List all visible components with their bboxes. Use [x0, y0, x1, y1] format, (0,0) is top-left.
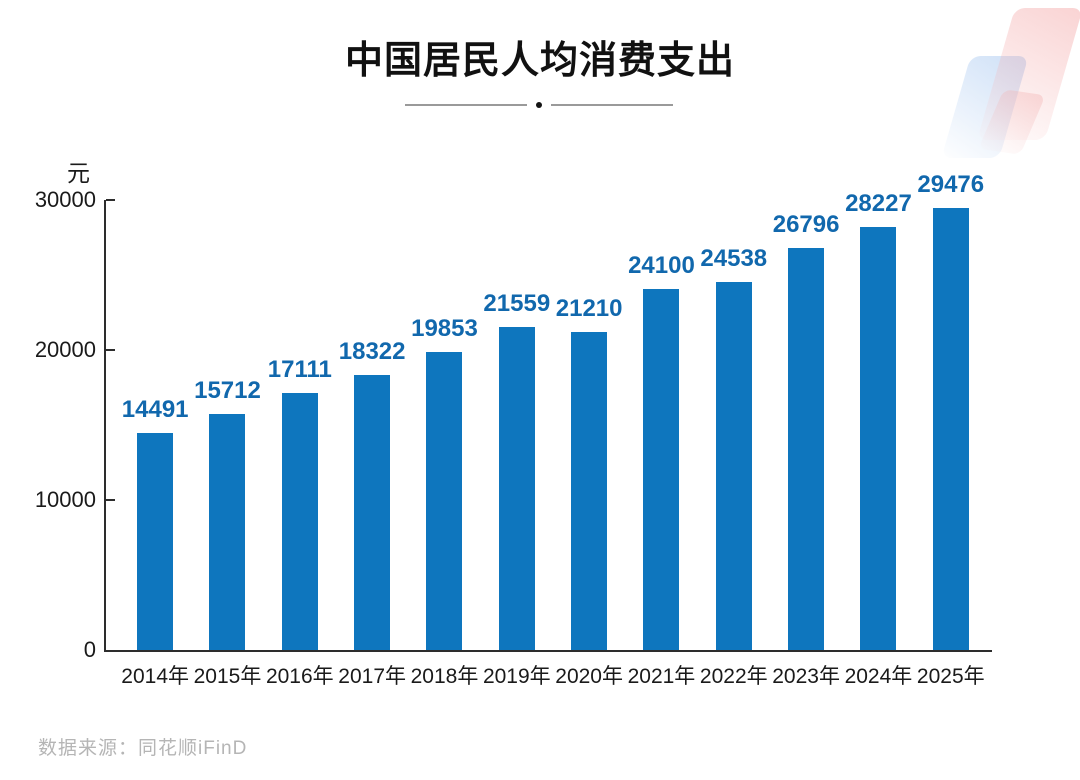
bars-container: 14491 15712 17111 18322 19853 21559 21210 24100… [119, 171, 987, 650]
y-tick-mark [106, 499, 115, 501]
x-tick-label: 2025年 [916, 665, 985, 688]
bar-group: 15712 [191, 200, 263, 650]
x-tick-label: 2014年 [121, 665, 190, 688]
y-axis-unit-label: 元 [67, 160, 90, 186]
y-tick-mark [106, 199, 115, 201]
bar-group: 19853 [408, 200, 480, 650]
bar-group: 28227 [842, 190, 914, 650]
bar-group: 14491 [119, 200, 191, 650]
bar-group: 17111 [264, 200, 336, 650]
bar-value-label: 15712 [194, 377, 261, 405]
bar-value-label: 24538 [700, 244, 768, 272]
y-tick-label: 30000 [34, 187, 96, 212]
bar-value-label: 18322 [338, 338, 406, 366]
x-tick-label: 2023年 [772, 665, 840, 688]
bar [932, 207, 969, 650]
y-tick-mark [106, 349, 115, 351]
y-tick-label: 20000 [34, 337, 96, 362]
bar [137, 432, 174, 650]
bar [788, 248, 825, 650]
bar-value-label: 14491 [121, 395, 189, 423]
y-tick-label: 10000 [34, 487, 96, 512]
divider-line-right [551, 104, 673, 106]
bar-group: 24538 [698, 200, 770, 650]
bar-group: 21559 [481, 200, 553, 650]
bar-value-label: 29476 [917, 170, 985, 198]
bar-group: 18322 [336, 200, 408, 650]
divider-dot [536, 102, 542, 108]
x-tick-label: 2019年 [482, 665, 551, 688]
bar-value-label: 19853 [411, 315, 478, 343]
bar [643, 288, 680, 650]
x-tick-label: 2015年 [193, 665, 262, 688]
bar-value-label: 21210 [555, 294, 623, 322]
chart-title: 中国居民人均消费支出 [344, 40, 735, 82]
bar-group: 24100 [625, 200, 697, 650]
bar-value-label: 28227 [845, 189, 912, 217]
divider-line-left [405, 104, 527, 106]
watermark-pink-shape-small [978, 89, 1046, 155]
y-tick-label: 0 [83, 637, 96, 662]
title-divider [405, 101, 673, 109]
x-axis-labels: 2014年 2015年 2016年 2017年 2018年 2019年 2020年 2021年… [119, 660, 987, 690]
bar-value-label: 21559 [483, 289, 551, 317]
bar-value-label: 24100 [628, 251, 695, 279]
bar [426, 352, 463, 650]
bar [281, 393, 318, 650]
bar [354, 375, 391, 650]
x-tick-label: 2018年 [410, 665, 479, 688]
bar [498, 326, 535, 650]
bar [715, 281, 752, 650]
bar-group: 21210 [553, 200, 625, 650]
bar-group: 26796 [770, 200, 842, 650]
x-tick-label: 2021年 [627, 665, 696, 688]
x-axis-line [104, 650, 992, 652]
bar [209, 414, 246, 650]
y-axis-line [104, 200, 106, 652]
x-tick-label: 2024年 [844, 665, 913, 688]
x-tick-label: 2020年 [555, 665, 623, 688]
bar [571, 331, 608, 650]
bar [860, 226, 897, 650]
bar-value-label: 26796 [772, 211, 840, 239]
x-tick-label: 2016年 [265, 665, 334, 688]
x-tick-label: 2022年 [699, 665, 768, 688]
bar-group: 29476 [915, 171, 987, 650]
bar-value-label: 17111 [267, 356, 332, 384]
x-tick-label: 2017年 [338, 665, 406, 688]
source-note: 数据来源：同花顺iFinD [38, 738, 248, 759]
